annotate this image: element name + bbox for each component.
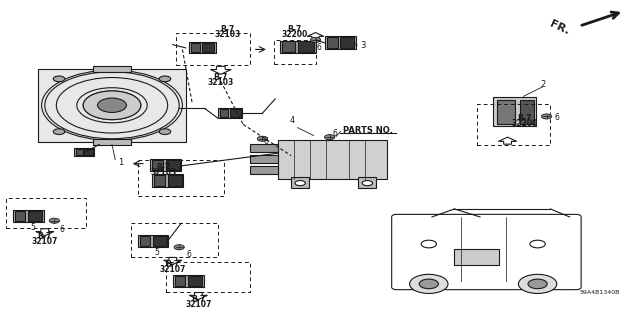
Text: B-7: B-7 bbox=[220, 25, 234, 34]
Text: 32107: 32107 bbox=[159, 265, 186, 274]
Text: 3: 3 bbox=[360, 41, 365, 50]
Bar bbox=[166, 160, 180, 170]
Bar bbox=[497, 100, 515, 124]
Text: B-7: B-7 bbox=[156, 163, 170, 172]
Bar bbox=[152, 174, 183, 187]
Bar bbox=[274, 40, 316, 64]
Bar bbox=[220, 109, 228, 117]
Bar bbox=[6, 198, 86, 228]
Bar bbox=[278, 140, 387, 179]
Bar bbox=[166, 262, 250, 292]
Circle shape bbox=[257, 136, 268, 141]
Bar bbox=[250, 144, 278, 152]
Bar bbox=[153, 236, 167, 246]
Circle shape bbox=[324, 135, 335, 140]
Bar bbox=[327, 37, 338, 48]
Bar bbox=[93, 66, 131, 72]
Bar bbox=[340, 37, 355, 48]
Text: 1: 1 bbox=[118, 158, 124, 167]
Bar bbox=[189, 42, 216, 53]
Text: B-7: B-7 bbox=[166, 260, 180, 269]
Bar bbox=[15, 211, 26, 221]
Bar bbox=[325, 36, 356, 49]
Circle shape bbox=[541, 114, 552, 119]
Circle shape bbox=[83, 91, 141, 120]
Text: 6: 6 bbox=[186, 250, 191, 259]
Circle shape bbox=[159, 76, 171, 82]
Bar bbox=[250, 155, 278, 163]
Bar bbox=[150, 159, 181, 171]
Text: 32103: 32103 bbox=[150, 168, 177, 177]
Text: B-7: B-7 bbox=[287, 25, 301, 34]
Bar bbox=[138, 235, 168, 247]
Bar bbox=[93, 139, 131, 145]
Bar bbox=[477, 104, 550, 145]
Text: 6: 6 bbox=[316, 43, 321, 52]
Circle shape bbox=[159, 129, 171, 135]
Bar bbox=[298, 41, 314, 52]
Circle shape bbox=[174, 245, 184, 250]
Circle shape bbox=[518, 274, 557, 293]
Text: 6: 6 bbox=[333, 129, 338, 138]
Bar bbox=[250, 166, 278, 174]
Text: 59A4B1340B: 59A4B1340B bbox=[579, 290, 620, 295]
Text: B-7: B-7 bbox=[214, 73, 228, 82]
Text: 5: 5 bbox=[31, 223, 36, 232]
Text: 32200: 32200 bbox=[281, 30, 308, 39]
Text: B-7: B-7 bbox=[38, 232, 52, 241]
Text: 32107: 32107 bbox=[31, 237, 58, 246]
Bar bbox=[454, 249, 499, 265]
Circle shape bbox=[295, 181, 305, 186]
Bar bbox=[176, 33, 250, 65]
Bar bbox=[175, 276, 186, 286]
Circle shape bbox=[410, 274, 448, 293]
Bar bbox=[74, 148, 94, 156]
Bar bbox=[520, 100, 534, 124]
Text: 32200: 32200 bbox=[511, 119, 538, 128]
Text: PARTS NO.: PARTS NO. bbox=[343, 126, 393, 135]
Text: 2: 2 bbox=[540, 80, 545, 89]
Text: 32107: 32107 bbox=[185, 300, 212, 309]
Circle shape bbox=[528, 279, 547, 289]
Circle shape bbox=[53, 76, 65, 82]
Bar bbox=[230, 109, 241, 117]
Bar bbox=[152, 160, 163, 170]
Bar bbox=[358, 177, 376, 188]
Text: 32103: 32103 bbox=[207, 78, 234, 87]
Bar bbox=[84, 149, 93, 155]
Circle shape bbox=[310, 37, 321, 42]
Text: 6: 6 bbox=[263, 137, 268, 146]
Text: 5: 5 bbox=[154, 248, 159, 257]
Bar bbox=[154, 175, 165, 186]
Circle shape bbox=[97, 98, 127, 113]
Bar bbox=[202, 43, 214, 52]
Bar bbox=[76, 149, 83, 155]
Text: FR.: FR. bbox=[548, 18, 572, 36]
Text: B-7: B-7 bbox=[191, 295, 205, 304]
Text: 6: 6 bbox=[60, 225, 65, 234]
Circle shape bbox=[49, 218, 60, 223]
Bar bbox=[188, 276, 202, 286]
Text: B-7: B-7 bbox=[518, 114, 532, 122]
Bar bbox=[191, 43, 200, 52]
Bar bbox=[218, 108, 242, 118]
Circle shape bbox=[53, 129, 65, 135]
Bar bbox=[282, 41, 294, 52]
Circle shape bbox=[362, 181, 372, 186]
Text: 4: 4 bbox=[290, 116, 295, 125]
Bar bbox=[138, 160, 224, 196]
Bar bbox=[38, 69, 186, 142]
Text: 6: 6 bbox=[554, 113, 559, 122]
Bar bbox=[493, 97, 536, 126]
Bar bbox=[173, 275, 204, 287]
Bar bbox=[280, 41, 316, 53]
Text: 32103: 32103 bbox=[214, 30, 241, 39]
Bar bbox=[131, 223, 218, 257]
Bar bbox=[13, 210, 44, 222]
Circle shape bbox=[419, 279, 438, 289]
Bar bbox=[291, 177, 309, 188]
Bar bbox=[140, 236, 150, 246]
Bar bbox=[28, 211, 42, 221]
Bar bbox=[168, 175, 182, 186]
